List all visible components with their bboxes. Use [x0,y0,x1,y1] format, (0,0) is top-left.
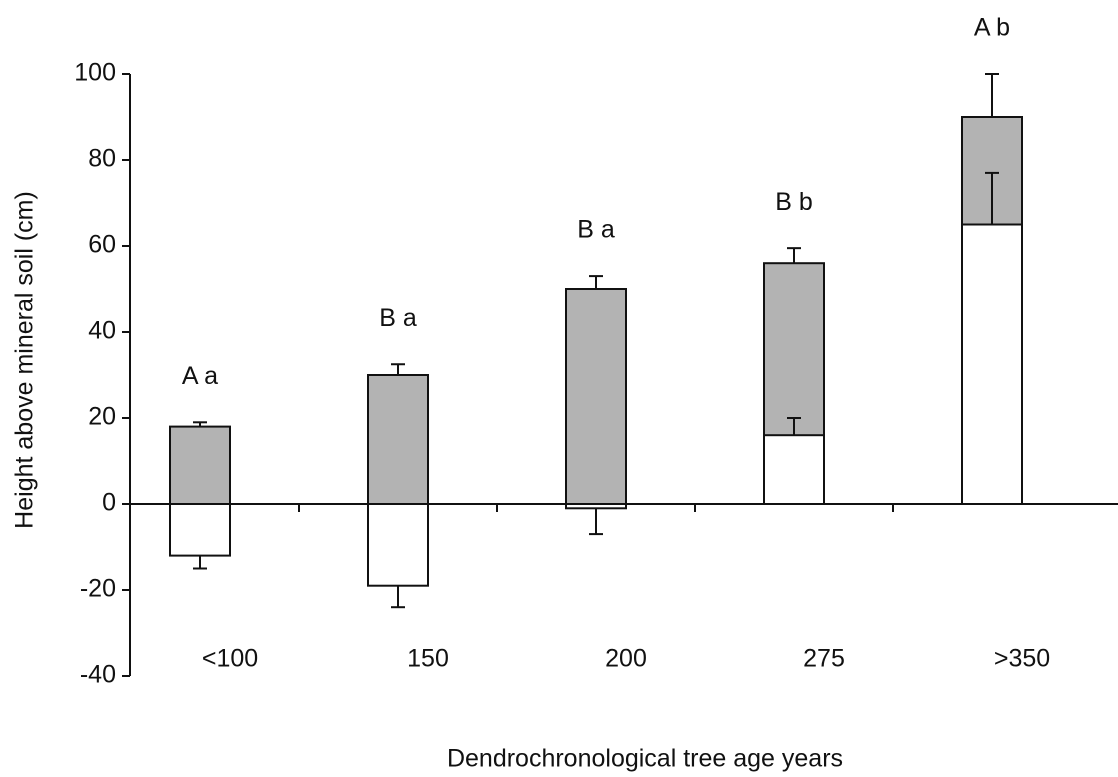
x-tick-label: 150 [407,645,449,673]
y-tick-label: 20 [88,403,116,431]
annotation: B a [379,304,417,332]
bar [169,425,231,506]
annotation: A b [974,14,1010,42]
annotation: B b [775,188,813,216]
y-tick-label: -40 [80,661,116,689]
bar [565,288,627,505]
y-tick-label: -20 [80,575,116,603]
x-tick-label: 275 [803,645,845,673]
bar [565,503,627,510]
bar [367,503,429,587]
y-tick-label: 40 [88,317,116,345]
y-tick-label: 80 [88,145,116,173]
x-tick-label: >350 [994,645,1050,673]
bar [367,374,429,505]
x-tick-label: <100 [202,645,258,673]
y-axis-label: Height above mineral soil (cm) [11,191,39,529]
bar [763,434,825,506]
x-axis-label: Dendrochronological tree age years [447,745,843,773]
bar [169,503,231,557]
y-tick-label: 0 [102,489,116,517]
x-tick-label: 200 [605,645,647,673]
annotation: B a [577,216,615,244]
y-tick-label: 60 [88,231,116,259]
annotation: A a [182,362,218,390]
y-tick-label: 100 [74,59,116,87]
bar [961,223,1023,505]
